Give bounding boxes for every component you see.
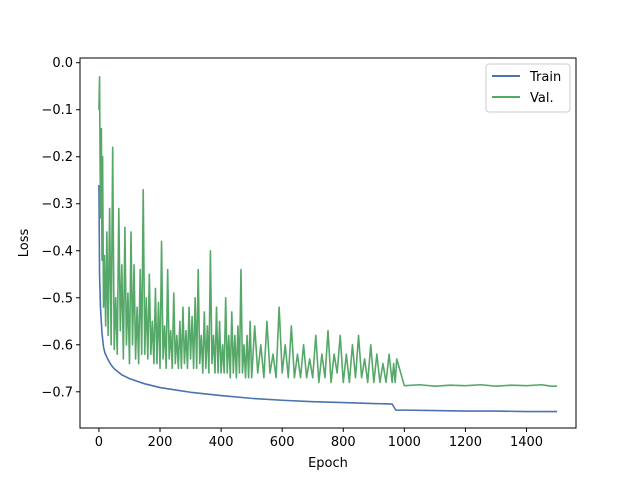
y-tick-label: −0.3 xyxy=(41,197,73,212)
legend-val-label: Val. xyxy=(530,91,554,106)
x-tick-label: 1400 xyxy=(510,435,543,450)
y-axis-label: Loss xyxy=(17,229,32,258)
series-train-line xyxy=(98,184,558,413)
y-tick-label: −0.2 xyxy=(41,150,73,165)
y-tick-label: −0.5 xyxy=(41,291,73,306)
x-tick-label: 1000 xyxy=(388,435,421,450)
plot-frame xyxy=(79,57,577,429)
legend-train-label: Train xyxy=(529,70,561,85)
x-tick-label: 0 xyxy=(95,435,103,450)
x-tick-label: 200 xyxy=(148,435,173,450)
y-tick-label: −0.4 xyxy=(41,244,73,259)
x-tick-label: 1200 xyxy=(449,435,482,450)
x-axis: 0 200 400 600 800 1000 1200 1400 xyxy=(95,428,543,450)
x-tick-label: 800 xyxy=(331,435,356,450)
series-val-line xyxy=(98,76,558,387)
legend: Train Val. xyxy=(485,63,571,113)
y-tick-label: −0.6 xyxy=(41,338,73,353)
x-tick-label: 600 xyxy=(270,435,295,450)
y-tick-label: −0.7 xyxy=(41,385,73,400)
y-tick-label: 0.0 xyxy=(52,56,73,71)
plot-lines xyxy=(98,76,558,413)
x-axis-label: Epoch xyxy=(308,456,348,471)
y-tick-label: −0.1 xyxy=(41,103,73,118)
y-axis: 0.0 −0.1 −0.2 −0.3 −0.4 −0.5 −0.6 −0.7 xyxy=(41,56,80,400)
x-tick-label: 400 xyxy=(209,435,234,450)
